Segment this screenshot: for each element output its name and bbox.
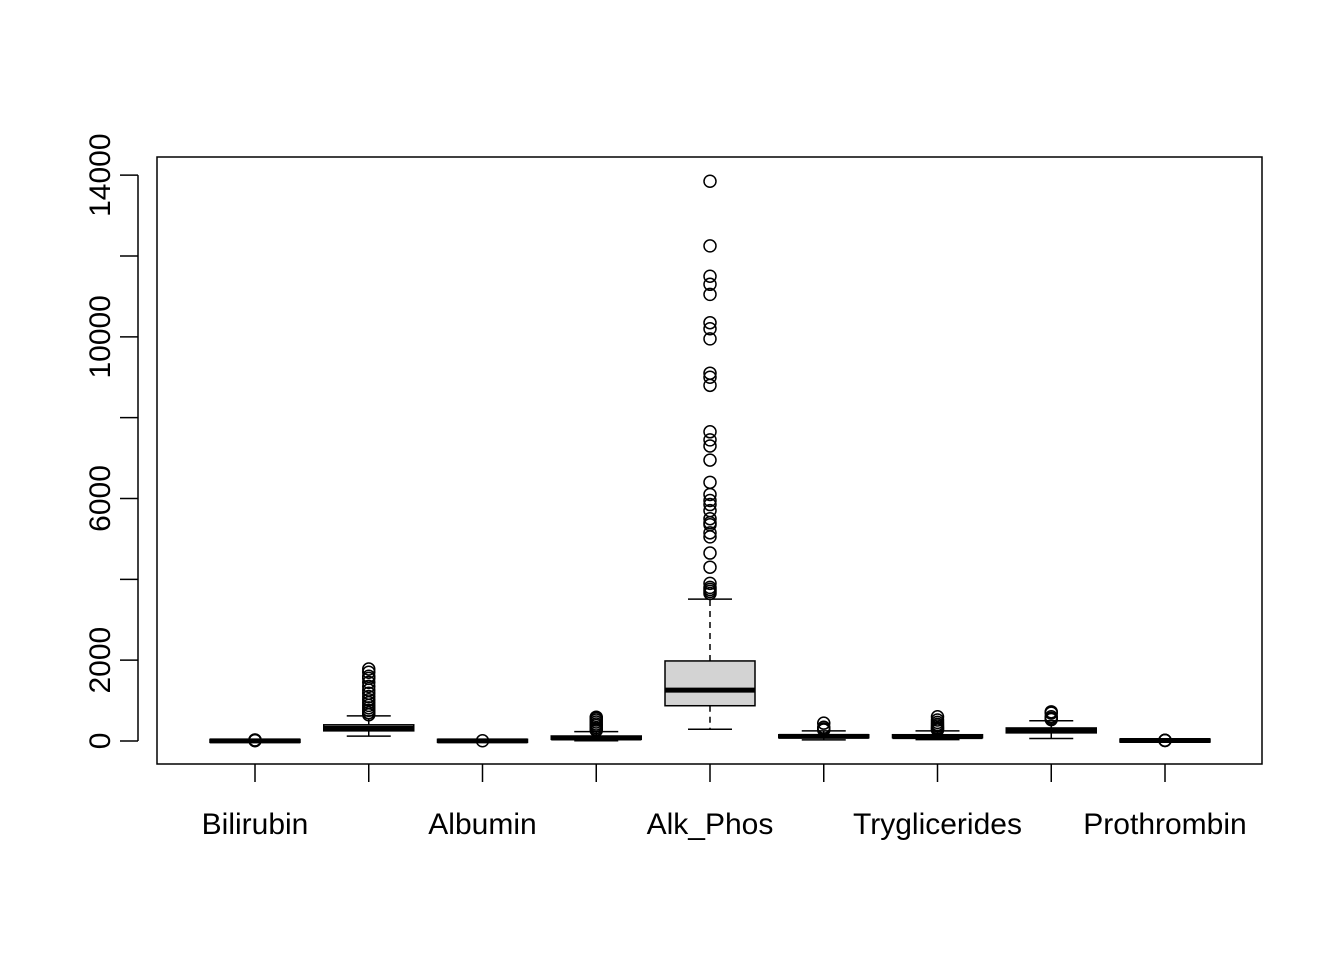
- box-unlabeled-6: [778, 716, 870, 741]
- outlier-point: [362, 662, 376, 676]
- outlier-point: [703, 511, 717, 526]
- y-tick-label: 14000: [84, 133, 117, 216]
- y-axis: 0 2000 6000 10000 14000: [84, 133, 139, 750]
- outlier-point: [703, 580, 717, 595]
- outlier-point: [817, 716, 831, 730]
- outlier-point: [703, 322, 717, 336]
- outlier-point: [703, 433, 717, 447]
- x-tick-label: Tryglicerides: [853, 808, 1022, 841]
- outlier-point: [1044, 709, 1058, 724]
- outlier-point: [703, 526, 717, 540]
- outlier-point: [703, 332, 717, 346]
- outlier-point: [703, 425, 717, 439]
- outlier-point: [930, 713, 945, 727]
- outlier-point: [362, 689, 376, 704]
- outlier-point: [703, 315, 717, 330]
- box-unlabeled-2: [323, 662, 415, 737]
- plot-frame: [156, 156, 1263, 765]
- box-unlabeled-4: [550, 710, 642, 742]
- x-tick-label: Prothrombin: [1083, 808, 1246, 841]
- box-prothrombin: [1119, 733, 1211, 748]
- outlier-point: [817, 720, 831, 735]
- box-albumin: [436, 734, 529, 748]
- outlier-point: [930, 710, 945, 724]
- outlier-point: [703, 439, 717, 453]
- outlier-point: [703, 475, 717, 490]
- outlier-point: [703, 269, 717, 283]
- outlier-point: [703, 366, 717, 380]
- outlier-point: [703, 546, 717, 560]
- x-tick-label: Albumin: [428, 808, 536, 841]
- outlier-point: [475, 734, 490, 748]
- box-bilirubin: [209, 733, 301, 748]
- outlier-point: [703, 287, 717, 302]
- x-tick-label: Alk_Phos: [647, 808, 774, 841]
- outlier-point: [703, 503, 717, 518]
- outlier-point: [703, 370, 717, 384]
- outlier-point: [362, 675, 376, 690]
- outlier-point: [362, 679, 376, 694]
- outlier-point: [703, 497, 717, 512]
- outlier-point: [362, 665, 376, 680]
- outlier-point: [703, 560, 717, 574]
- outlier-point: [1044, 705, 1058, 719]
- outlier-point: [362, 686, 376, 701]
- outlier-point: [589, 710, 603, 724]
- outlier-point: [703, 174, 717, 188]
- outlier-point: [362, 669, 376, 684]
- x-axis: Bilirubin Albumin Alk_Phos Tryglicerides Pro…: [202, 764, 1247, 841]
- outlier-point: [703, 576, 717, 591]
- outlier-point: [703, 277, 717, 292]
- outlier-point: [248, 733, 262, 747]
- iqr-box: [664, 660, 756, 707]
- y-tick-label: 0: [84, 733, 117, 750]
- outlier-point: [703, 493, 717, 508]
- box-alk-phos: [664, 174, 756, 731]
- y-tick-label: 6000: [84, 465, 117, 532]
- outlier-point: [703, 239, 717, 253]
- y-tick-label: 10000: [84, 295, 117, 378]
- y-tick-label: 2000: [84, 627, 117, 694]
- box-unlabeled-8: [1005, 705, 1097, 740]
- outlier-point: [362, 692, 376, 707]
- box-series: [209, 174, 1211, 748]
- outlier-point: [703, 453, 717, 467]
- outlier-point: [1158, 733, 1172, 747]
- box-tryglicerides: [891, 710, 984, 741]
- x-tick-label: Bilirubin: [202, 808, 309, 841]
